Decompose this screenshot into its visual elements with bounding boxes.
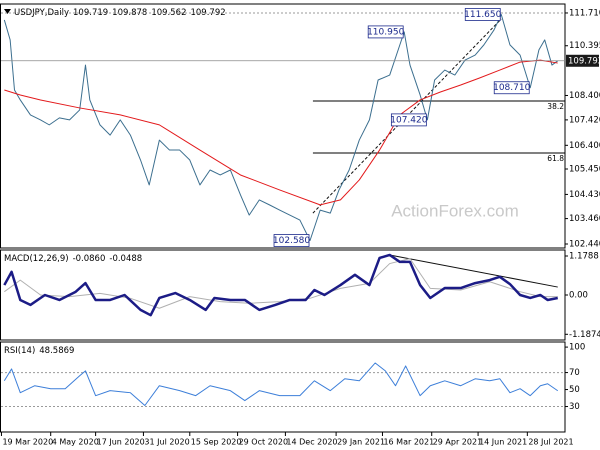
x-tick-label: 14 Dec 2020 bbox=[286, 438, 337, 447]
panel-frame bbox=[0, 3, 566, 249]
x-tick-label: 15 Sep 2020 bbox=[191, 438, 242, 447]
y-tick-label: 108.400 bbox=[569, 91, 600, 101]
annotation-label: 111.650 bbox=[464, 10, 501, 20]
series-line bbox=[3, 253, 558, 317]
header-title: RSI(14) bbox=[4, 346, 35, 356]
x-tick-label: 29 Jan 2021 bbox=[337, 438, 385, 447]
y-tick-label: 102.440 bbox=[569, 240, 600, 250]
y-tick-label: 104.430 bbox=[569, 190, 600, 200]
series-line bbox=[3, 13, 559, 242]
panel-header: MACD(12,26,9) -0.0860 -0.0488 bbox=[4, 254, 142, 264]
watermark: ActionForex.com bbox=[391, 201, 519, 220]
x-tick-label: 31 Jul 2020 bbox=[144, 438, 189, 447]
annotation-box bbox=[464, 8, 501, 21]
header-icon bbox=[4, 9, 11, 14]
trendline bbox=[389, 254, 558, 288]
panel-frame bbox=[0, 341, 566, 433]
y-tick-label: 100 bbox=[569, 343, 585, 353]
y-tick-label: 30 bbox=[569, 402, 580, 412]
fib-label: 61.8 bbox=[547, 154, 564, 163]
header-value: -0.0860 bbox=[73, 254, 106, 264]
x-tick-label: 29 Oct 2020 bbox=[239, 438, 288, 447]
y-tick-label: 110.395 bbox=[569, 41, 600, 51]
x-tick-label: 19 Mar 2020 bbox=[2, 438, 53, 447]
fib-label: 38.2 bbox=[547, 102, 564, 111]
x-tick-label: 29 Apr 2021 bbox=[433, 438, 482, 447]
header-value: 48.5869 bbox=[39, 346, 74, 356]
annotation-box bbox=[367, 25, 404, 39]
y-tick-label: 70 bbox=[569, 368, 580, 378]
y-tick-label: 103.460 bbox=[569, 214, 600, 224]
panel-header: RSI(14) 48.5869 bbox=[4, 346, 74, 356]
annotation-label: 110.950 bbox=[367, 27, 404, 37]
x-tick-label: 14 Jun 2021 bbox=[479, 438, 527, 447]
annotation-box bbox=[390, 113, 427, 127]
series-line bbox=[3, 362, 559, 407]
header-title: MACD(12,26,9) bbox=[4, 254, 69, 264]
last-price-box bbox=[566, 54, 599, 67]
annotation-box bbox=[493, 81, 530, 95]
annotation-label: 107.420 bbox=[390, 115, 427, 125]
y-tick-label: -1.1874 bbox=[569, 330, 600, 340]
y-tick-label: 1.1788 bbox=[569, 251, 599, 261]
x-tick-label: 4 May 2020 bbox=[52, 438, 99, 447]
y-tick-label: 105.450 bbox=[569, 164, 600, 174]
x-tick-label: 28 Jul 2021 bbox=[528, 438, 573, 447]
y-tick-label: 106.400 bbox=[569, 141, 600, 151]
y-tick-label: 111.710 bbox=[569, 8, 600, 18]
annotation-label: 102.580 bbox=[273, 236, 310, 246]
series-line bbox=[4, 59, 558, 206]
y-tick-label: 50 bbox=[569, 385, 580, 395]
x-tick-label: 16 Mar 2021 bbox=[383, 438, 434, 447]
last-price-label: 109.792 bbox=[568, 56, 600, 66]
header-value: -0.0488 bbox=[109, 254, 142, 264]
annotation-label: 108.710 bbox=[493, 83, 530, 93]
header-value: 109.792 bbox=[190, 8, 225, 18]
y-tick-label: 107.420 bbox=[569, 115, 600, 125]
header-value: 109.562 bbox=[151, 8, 186, 18]
annotation-box bbox=[273, 234, 310, 247]
x-tick-label: 17 Jun 2020 bbox=[97, 438, 145, 447]
y-tick-label: 0.00 bbox=[569, 291, 588, 301]
